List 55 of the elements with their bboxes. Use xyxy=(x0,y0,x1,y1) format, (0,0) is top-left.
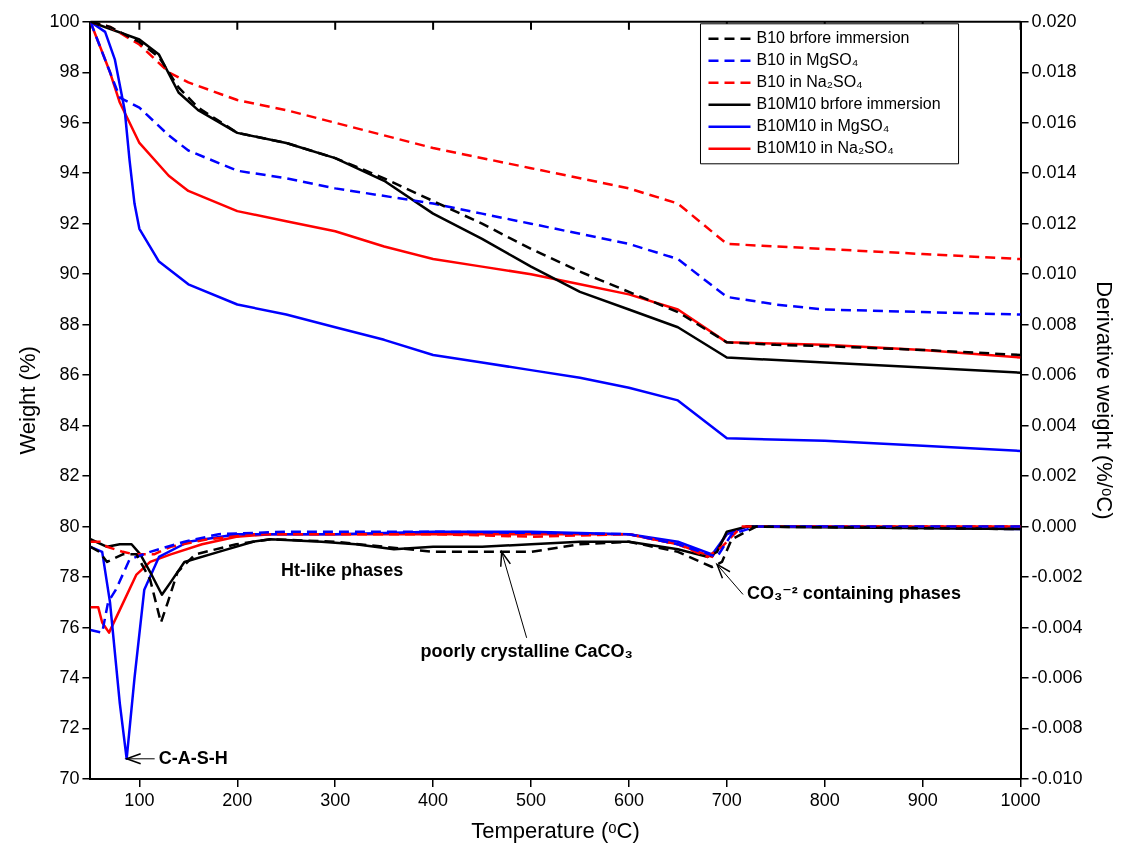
y2-tick-label: -0.010 xyxy=(1031,767,1083,788)
y2-tick-label: 0.004 xyxy=(1031,414,1077,435)
y-tick-label: 70 xyxy=(59,767,80,788)
y2-tick-label: 0.010 xyxy=(1031,263,1077,284)
y2-tick-label: -0.002 xyxy=(1031,566,1083,587)
legend-label: B10 in MgSO₄ xyxy=(756,51,859,69)
y-tick-label: 100 xyxy=(49,10,80,31)
y2-tick-label: 0.014 xyxy=(1031,162,1077,183)
y-tick-label: 72 xyxy=(59,717,80,738)
y-tick-label: 88 xyxy=(59,313,80,334)
x-tick-label: 800 xyxy=(809,789,840,810)
x-tick-label: 100 xyxy=(124,789,155,810)
y-tick-label: 90 xyxy=(59,263,80,284)
y2-tick-label: 0.020 xyxy=(1031,10,1077,31)
y-tick-label: 94 xyxy=(59,162,80,183)
x-tick-label: 500 xyxy=(516,789,547,810)
y2-tick-label: -0.004 xyxy=(1031,616,1083,637)
y-tick-label: 80 xyxy=(59,515,80,536)
y-tick-label: 76 xyxy=(59,616,80,637)
y-tick-label: 86 xyxy=(59,364,80,385)
y2-tick-label: -0.008 xyxy=(1031,717,1083,738)
y2-tick-label: 0.012 xyxy=(1031,212,1077,233)
legend-label: B10 in Na₂SO₄ xyxy=(756,73,863,91)
y2-tick-label: 0.000 xyxy=(1031,515,1077,536)
y2-tick-label: 0.002 xyxy=(1031,465,1077,486)
y2-tick-label: 0.018 xyxy=(1031,61,1077,82)
x-tick-label: 200 xyxy=(222,789,253,810)
y2-axis-title: Derivative weight (%/ᵒC) xyxy=(1091,281,1117,520)
y-tick-label: 74 xyxy=(59,667,80,688)
y2-tick-label: 0.016 xyxy=(1031,111,1077,132)
x-tick-label: 600 xyxy=(613,789,644,810)
x-tick-label: 400 xyxy=(418,789,449,810)
x-tick-label: 900 xyxy=(907,789,938,810)
x-tick-label: 300 xyxy=(320,789,351,810)
annotation: poorly crystalline CaCO₃ xyxy=(420,640,633,661)
y-tick-label: 84 xyxy=(59,414,80,435)
annotation: Ht-like phases xyxy=(281,559,404,580)
y2-tick-label: 0.006 xyxy=(1031,364,1077,385)
legend-label: B10M10 in MgSO₄ xyxy=(756,117,890,135)
y-tick-label: 98 xyxy=(59,61,80,82)
x-tick-label: 1000 xyxy=(1000,789,1041,810)
x-tick-label: 700 xyxy=(711,789,742,810)
annotation: CO₃⁻² containing phases xyxy=(747,583,961,604)
legend-label: B10 brfore immersion xyxy=(756,29,910,47)
legend-label: B10M10 brfore immersion xyxy=(756,95,941,113)
y-axis-title: Weight (%) xyxy=(15,346,41,455)
y-tick-label: 92 xyxy=(59,212,80,233)
x-axis-title: Temperature (ᵒC) xyxy=(471,817,640,843)
y-tick-label: 96 xyxy=(59,111,80,132)
y2-tick-label: -0.006 xyxy=(1031,667,1083,688)
y2-tick-label: 0.008 xyxy=(1031,313,1077,334)
y-tick-label: 78 xyxy=(59,566,80,587)
annotation: C-A-S-H xyxy=(158,747,228,768)
legend-label: B10M10 in Na₂SO₄ xyxy=(756,139,894,157)
y-tick-label: 82 xyxy=(59,465,80,486)
